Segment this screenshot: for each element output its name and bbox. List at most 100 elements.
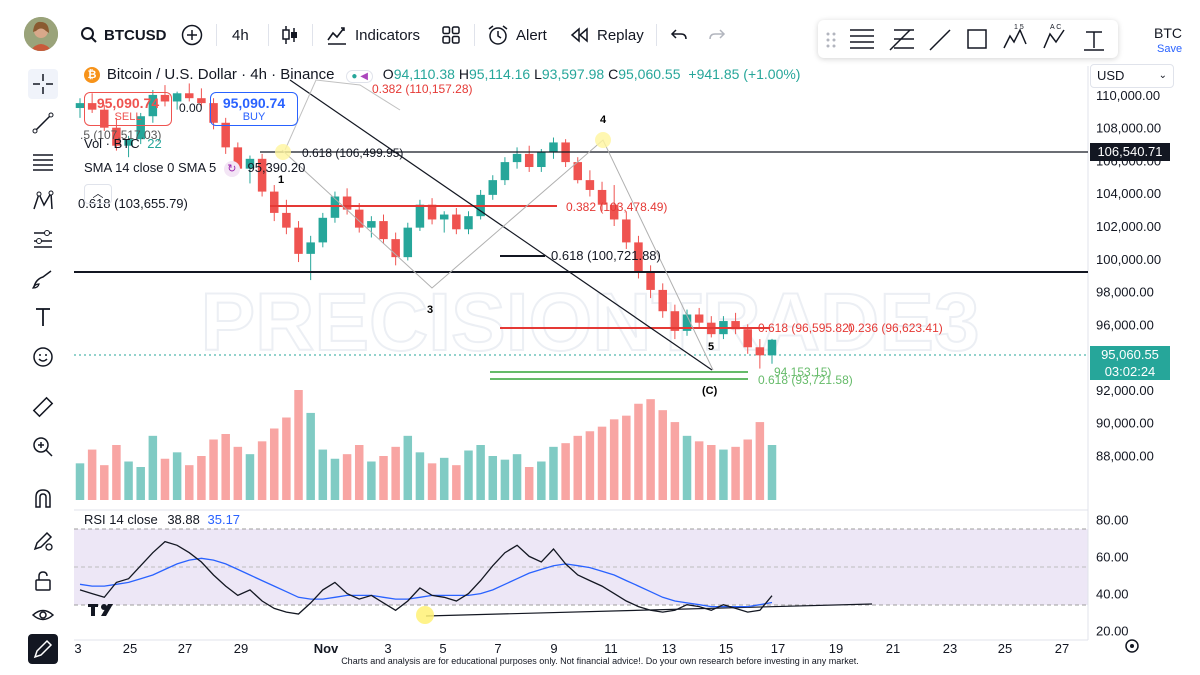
crosshair-tool-icon[interactable] xyxy=(28,69,58,99)
fib-partial-left-label: .5 (107,517.03) xyxy=(80,128,161,142)
left-drawing-toolbar xyxy=(0,66,74,666)
sell-price: 95,090.74 xyxy=(96,95,160,111)
volume-bar xyxy=(185,465,194,500)
volume-bar xyxy=(75,463,85,500)
candle-body xyxy=(257,158,267,192)
replay-button[interactable]: Replay xyxy=(570,22,644,48)
rsi-ma-value: 35.17 xyxy=(207,512,241,527)
indicators-button[interactable]: Indicators xyxy=(326,22,420,48)
volume-bar xyxy=(330,458,340,500)
x-axis-tick: 29 xyxy=(234,641,248,656)
text-tool-icon[interactable] xyxy=(28,302,58,332)
interval-button[interactable]: 4h xyxy=(232,22,249,48)
buy-button[interactable]: 95,090.74 BUY xyxy=(210,92,298,126)
wave-4-marker xyxy=(595,132,611,148)
zoom-in-icon[interactable] xyxy=(28,432,58,462)
draw-mode-icon[interactable] xyxy=(28,526,58,556)
fib-retracement-icon[interactable] xyxy=(889,29,914,51)
candle-body xyxy=(415,204,425,228)
candle-body xyxy=(524,153,534,168)
svg-text:A C: A C xyxy=(1050,24,1061,31)
pattern-tool-icon[interactable] xyxy=(28,186,58,216)
undo-button[interactable] xyxy=(670,22,688,48)
abc-wave-icon[interactable]: A C xyxy=(1043,24,1065,49)
hide-drawings-icon[interactable] xyxy=(28,634,58,664)
currency-select[interactable]: USD ⌄ xyxy=(1090,64,1174,88)
compare-symbol-button[interactable] xyxy=(181,22,203,48)
candle-body xyxy=(731,321,740,330)
x-axis-tick: Nov xyxy=(314,641,339,656)
volume-bar xyxy=(634,403,643,500)
rsi-value: 38.88 xyxy=(167,512,200,527)
candle-body xyxy=(694,314,704,323)
volume-bar xyxy=(476,445,485,500)
eye-icon[interactable] xyxy=(28,600,58,630)
lock-icon[interactable] xyxy=(28,566,58,596)
chart-settings-icon[interactable] xyxy=(1125,639,1139,653)
legend-status-icons: ● ◀ xyxy=(346,70,373,83)
brush-tool-icon[interactable] xyxy=(28,264,58,294)
x-axis-tick: 15 xyxy=(719,641,733,656)
descending-trendline[interactable] xyxy=(289,79,713,371)
save-button[interactable]: Save xyxy=(1157,36,1182,62)
x-axis-tick: 3 xyxy=(74,641,81,656)
symbol-search-button[interactable]: BTCUSD xyxy=(80,22,167,48)
forecast-tool-icon[interactable] xyxy=(28,224,58,254)
price-chart[interactable]: PRECISIONTRADE3 0.382 (110,157.28) 0.618… xyxy=(74,0,1174,660)
elliott-wave-icon[interactable]: 1 5 xyxy=(1003,24,1027,49)
ruler-tool-icon[interactable] xyxy=(28,392,58,422)
x-axis-tick: 3 xyxy=(384,641,391,656)
undo-icon xyxy=(670,29,687,40)
candle-body xyxy=(755,347,765,356)
text-tool-icon[interactable] xyxy=(1084,31,1104,51)
emoji-tool-icon[interactable] xyxy=(28,342,58,372)
candle-body xyxy=(185,93,194,99)
volume-bar xyxy=(233,446,243,500)
symbol-label: BTCUSD xyxy=(104,26,167,44)
horizontal-lines-icon[interactable] xyxy=(850,29,874,49)
sma-legend[interactable]: SMA 14 close 0 SMA 5 ↻ 95,390.20 xyxy=(84,160,305,177)
volume-bar xyxy=(160,458,170,500)
drag-handle-icon[interactable] xyxy=(826,32,836,48)
candle-body xyxy=(306,242,315,254)
alert-button[interactable]: Alert xyxy=(487,22,547,48)
rsi-legend[interactable]: RSI 14 close 38.88 35.17 xyxy=(84,512,240,527)
sell-button[interactable]: 95,090.74 SELL xyxy=(84,92,172,126)
candle-body xyxy=(379,221,388,240)
volume-bar xyxy=(731,446,740,500)
volume-bar xyxy=(245,454,255,500)
trendline-tool-icon[interactable] xyxy=(28,108,58,138)
wave-1-label: 1 xyxy=(278,174,284,186)
volume-legend[interactable]: Vol · BTC 22 xyxy=(84,136,162,151)
rsi-axis-tick: 20.00 xyxy=(1096,624,1129,639)
x-axis-tick: 23 xyxy=(943,641,957,656)
loading-icon: ↻ xyxy=(223,161,240,177)
trend-line-icon[interactable] xyxy=(929,29,951,51)
rectangle-icon[interactable] xyxy=(967,29,987,49)
user-avatar[interactable] xyxy=(24,17,58,51)
volume-bar xyxy=(609,419,619,500)
candle-body xyxy=(245,158,255,169)
save-label: Save xyxy=(1157,43,1183,55)
symbol-legend[interactable]: ₿ Bitcoin / U.S. Dollar · 4h · Binance ●… xyxy=(84,66,800,84)
volume-bar xyxy=(743,439,752,500)
wave-4-label: 4 xyxy=(600,114,607,126)
volume-bar xyxy=(658,410,667,500)
redo-button[interactable] xyxy=(708,22,726,48)
magnet-icon[interactable] xyxy=(28,484,58,514)
ohlc-l-label: L xyxy=(534,66,542,82)
candle-body xyxy=(658,289,667,312)
volume-bar xyxy=(354,445,364,500)
candle-body xyxy=(269,191,279,213)
rsi-axis-tick: 80.00 xyxy=(1096,512,1129,527)
y-axis-tick: 100,000.00 xyxy=(1096,252,1161,267)
plus-circle-icon xyxy=(181,24,203,46)
fib-tool-icon[interactable] xyxy=(28,146,58,176)
layouts-button[interactable] xyxy=(441,22,461,48)
volume-bar xyxy=(306,412,315,500)
collapse-legend-button[interactable]: ︿ xyxy=(84,184,112,204)
candle-body xyxy=(87,103,97,110)
chart-type-button[interactable] xyxy=(280,22,300,48)
candle-body xyxy=(112,127,121,146)
volume-bar xyxy=(282,417,291,500)
